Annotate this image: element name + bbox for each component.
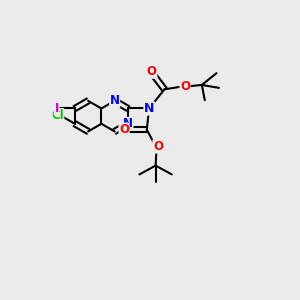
Text: N: N bbox=[123, 117, 133, 130]
Text: O: O bbox=[180, 80, 190, 93]
Text: Cl: Cl bbox=[51, 109, 64, 122]
Text: O: O bbox=[153, 140, 163, 153]
Text: I: I bbox=[54, 102, 59, 115]
Text: N: N bbox=[110, 94, 120, 107]
Text: N: N bbox=[144, 102, 154, 115]
Text: O: O bbox=[147, 65, 157, 78]
Text: O: O bbox=[119, 123, 129, 136]
